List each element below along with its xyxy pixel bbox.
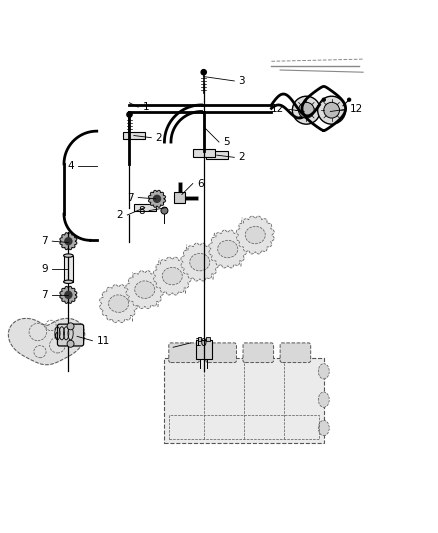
Ellipse shape [245,227,265,244]
Polygon shape [100,285,138,322]
Polygon shape [237,216,274,254]
Bar [164,358,324,443]
FancyBboxPatch shape [57,324,84,346]
Bar [206,151,228,159]
Text: 10: 10 [195,338,208,348]
Bar [64,256,73,282]
Text: 12: 12 [350,104,363,114]
Text: 12: 12 [271,104,285,114]
Circle shape [324,102,339,118]
Bar [169,415,319,439]
Ellipse shape [162,268,182,285]
Ellipse shape [318,364,329,379]
Circle shape [65,238,72,245]
Ellipse shape [190,253,210,271]
Bar [123,132,145,140]
Circle shape [153,195,160,203]
Circle shape [298,102,314,118]
Text: 5: 5 [223,137,230,147]
Text: 2: 2 [239,152,245,163]
Circle shape [67,340,74,348]
Bar [196,340,212,359]
Text: 4: 4 [67,161,74,171]
Polygon shape [8,318,85,365]
Circle shape [292,96,320,124]
Text: 6: 6 [197,179,204,189]
Circle shape [65,292,72,298]
Ellipse shape [109,295,129,312]
Text: 7: 7 [41,290,48,300]
Polygon shape [60,286,77,303]
Text: 8: 8 [138,206,145,216]
Ellipse shape [318,392,329,407]
Circle shape [347,98,351,102]
Circle shape [321,98,326,102]
Circle shape [201,70,206,75]
Text: 7: 7 [127,192,134,203]
Polygon shape [181,243,219,281]
Text: 7: 7 [41,236,48,246]
Bar [198,337,201,341]
Circle shape [67,323,74,330]
Text: 11: 11 [97,336,110,346]
Text: 3: 3 [239,76,245,86]
Circle shape [74,332,81,339]
Circle shape [318,96,346,124]
Bar [193,149,215,157]
Polygon shape [60,233,77,249]
Ellipse shape [135,281,155,298]
Polygon shape [126,271,164,309]
Bar [206,337,210,341]
Polygon shape [209,230,247,268]
FancyBboxPatch shape [243,343,274,362]
Ellipse shape [64,280,73,284]
Text: 2: 2 [117,210,123,220]
Ellipse shape [318,421,329,435]
Circle shape [161,207,168,214]
Text: 1: 1 [143,102,149,112]
Ellipse shape [64,254,73,257]
Bar [59,328,78,343]
FancyBboxPatch shape [280,343,311,362]
FancyBboxPatch shape [169,343,199,362]
Circle shape [127,112,132,117]
Polygon shape [148,190,166,207]
Bar [174,192,185,203]
FancyBboxPatch shape [206,343,237,362]
Text: 2: 2 [155,133,162,143]
Circle shape [55,332,62,339]
Ellipse shape [218,240,238,258]
Bar [134,204,155,212]
Polygon shape [153,257,191,295]
Text: 9: 9 [41,264,48,273]
